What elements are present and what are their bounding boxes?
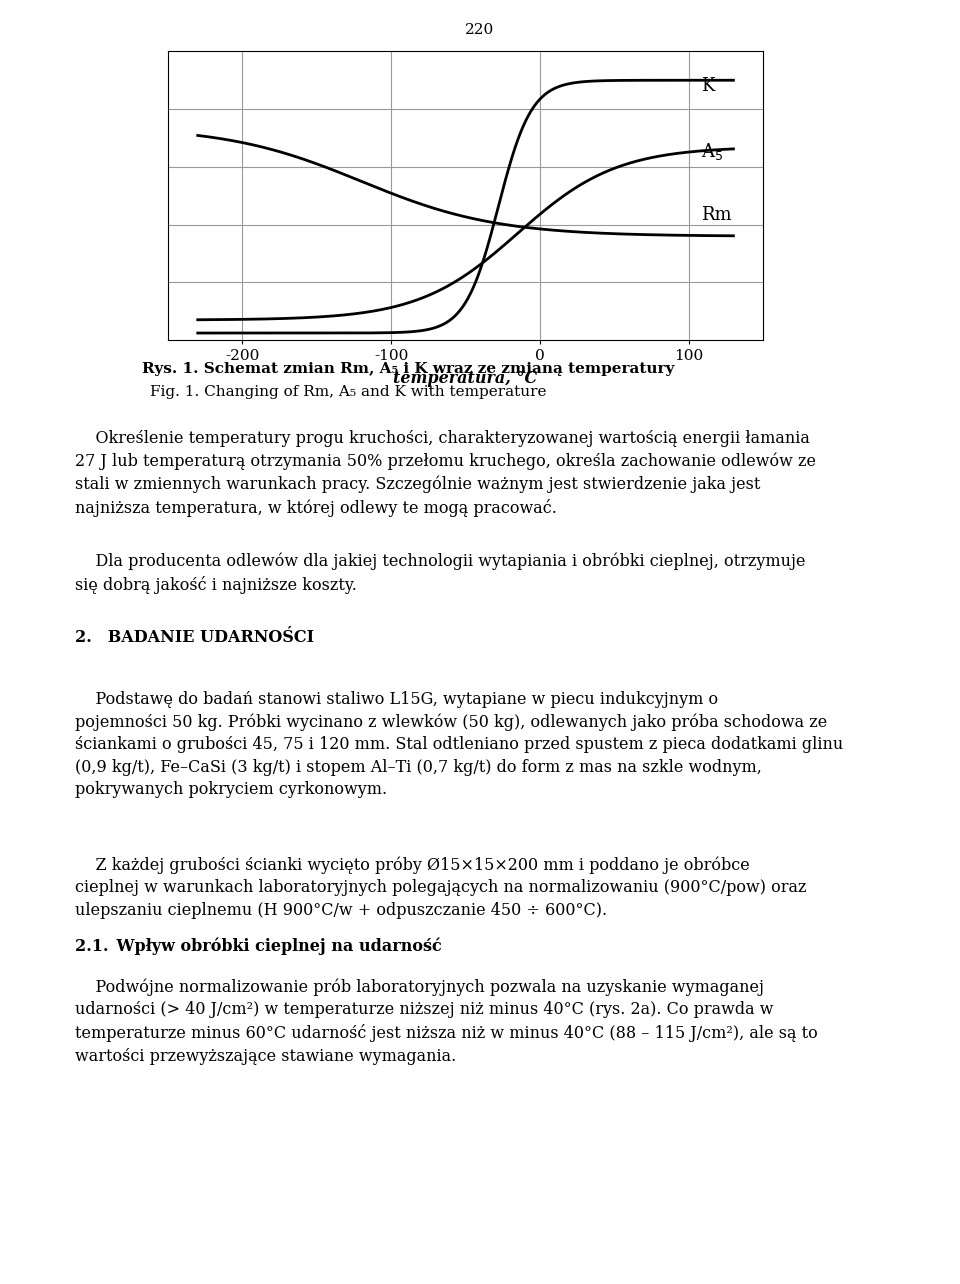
Text: K: K — [701, 77, 714, 95]
X-axis label: temperatura, °C: temperatura, °C — [394, 370, 538, 388]
Text: Podstawę do badań stanowi staliwo L15G, wytapiane w piecu indukcyjnym o
pojemnoś: Podstawę do badań stanowi staliwo L15G, … — [75, 691, 843, 799]
Text: Fig. 1. Changing of Rm, A₅ and K with temperature: Fig. 1. Changing of Rm, A₅ and K with te… — [150, 385, 546, 399]
Text: 220: 220 — [466, 23, 494, 37]
Text: 2. BADANIE UDARNOŚCI: 2. BADANIE UDARNOŚCI — [75, 629, 314, 646]
Text: A$_5$: A$_5$ — [701, 140, 723, 162]
Text: Z każdej grubości ścianki wycięto próby Ø15×15×200 mm i poddano je obróbce
ciepl: Z każdej grubości ścianki wycięto próby … — [75, 856, 806, 919]
Text: Podwójne normalizowanie prób laboratoryjnych pozwala na uzyskanie wymaganej
udar: Podwójne normalizowanie prób laboratoryj… — [75, 978, 818, 1064]
Text: Dla producenta odlewów dla jakiej technologii wytapiania i obróbki cieplnej, otr: Dla producenta odlewów dla jakiej techno… — [75, 552, 805, 593]
Text: Określenie temperatury progu kruchości, charakteryzowanej wartością energii łama: Określenie temperatury progu kruchości, … — [75, 430, 816, 517]
Text: Rm: Rm — [701, 205, 732, 223]
Text: Rys. 1. Schemat zmian Rm, A₅ i K wraz ze zmianą temperatury: Rys. 1. Schemat zmian Rm, A₅ i K wraz ze… — [142, 362, 675, 376]
Text: 2.1. Wpływ obróbki cieplnej na udarność: 2.1. Wpływ obróbki cieplnej na udarność — [75, 937, 442, 955]
